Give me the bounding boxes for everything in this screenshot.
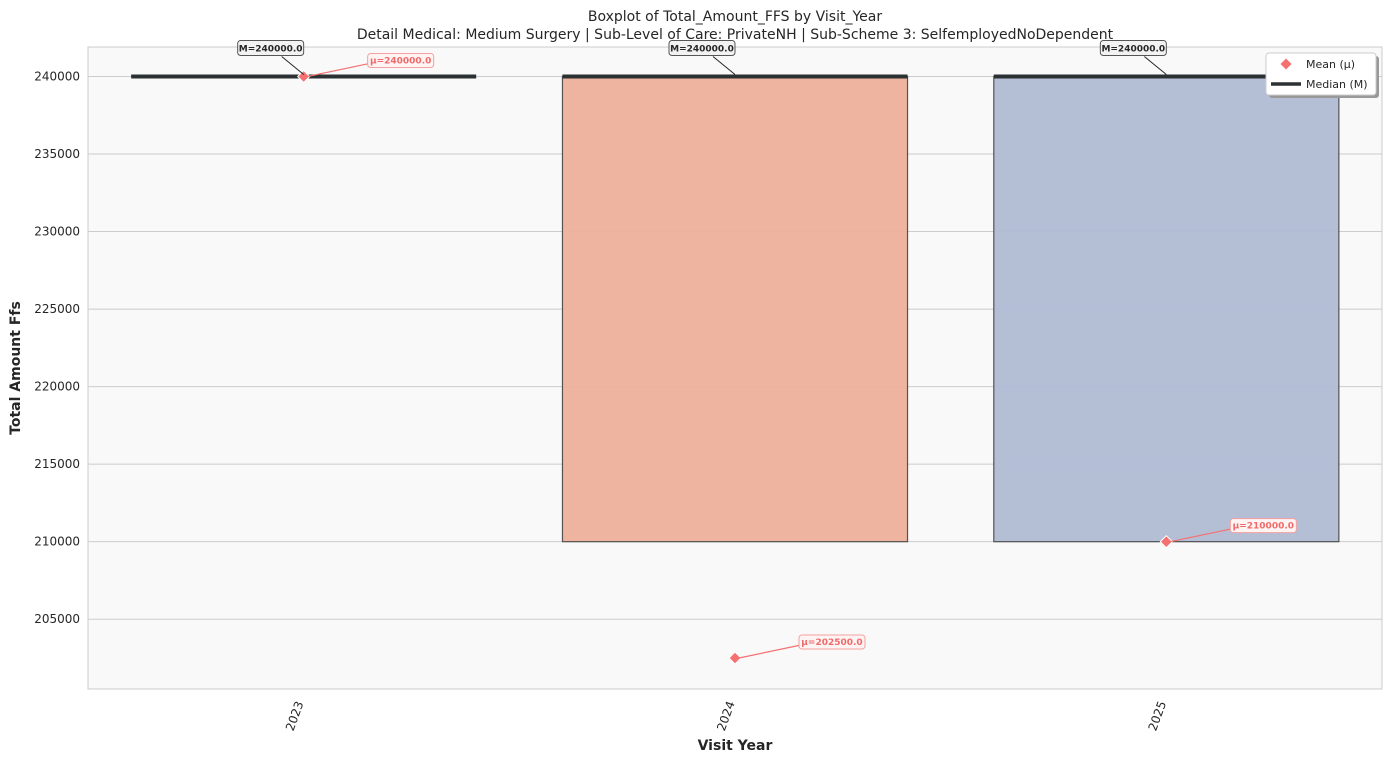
x-tick-labels: 2023 2024 2025: [283, 699, 1169, 732]
y-axis-label: Total Amount Ffs: [8, 301, 24, 435]
y-tick-label: 230000: [34, 225, 80, 239]
mean-label-box: [798, 634, 866, 650]
y-tick-label: 225000: [34, 302, 80, 316]
median-label: M=240000.0: [239, 44, 303, 54]
median-label-box: [668, 39, 736, 56]
chart-title: Boxplot of Total_Amount_FFS by Visit_Yea…: [588, 9, 882, 25]
mean-arrow: [1170, 528, 1233, 543]
y-tick-label: 220000: [34, 380, 80, 394]
legend-label: Mean (μ): [1306, 58, 1355, 71]
mean-marker-2025: [1159, 534, 1174, 549]
x-tick-label: 2023: [283, 699, 307, 732]
legend: Mean (μ) Median (M): [1265, 52, 1379, 98]
mean-marker-2023: [296, 69, 311, 84]
y-tick-label: 210000: [34, 535, 80, 549]
legend-mean-marker: [1280, 58, 1292, 70]
median-label: M=240000.0: [1101, 44, 1165, 54]
median-label-box: [1099, 39, 1167, 56]
boxes: [131, 69, 1340, 665]
median-label: M=240000.0: [670, 44, 734, 54]
x-tick-label: 2025: [1146, 699, 1170, 732]
mean-label: μ=240000.0: [370, 56, 431, 66]
y-tick-label: 235000: [34, 147, 80, 161]
median-label-box: [237, 39, 305, 56]
box-2025: [993, 75, 1340, 543]
mean-arrow: [307, 62, 370, 78]
x-axis-label: Visit Year: [698, 738, 773, 754]
legend-label: Median (M): [1306, 78, 1368, 91]
mean-label: μ=202500.0: [801, 638, 862, 648]
mean-label-box: [1229, 518, 1297, 534]
x-tick-label: 2024: [714, 699, 738, 732]
median-arrow: [1144, 56, 1167, 75]
box-2024: [561, 75, 909, 543]
mean-marker-2024: [728, 651, 742, 665]
mean-arrow: [738, 644, 802, 659]
y-tick-labels: 205000 210000 215000 220000 225000 230000 2350…: [34, 69, 80, 626]
mean-label-box: [367, 52, 435, 68]
y-tick-label: 240000: [34, 69, 80, 83]
y-tick-label: 215000: [34, 457, 80, 471]
chart-subtitle: Detail Medical: Medium Surgery | Sub-Lev…: [357, 27, 1114, 43]
annotations: M=240000.0 μ=240000.0 M=240000.0 μ=202500.0…: [237, 39, 1297, 659]
y-tick-label: 205000: [34, 612, 80, 626]
median-arrow: [712, 56, 736, 75]
median-arrow: [281, 56, 304, 75]
mean-label: μ=210000.0: [1233, 522, 1294, 532]
